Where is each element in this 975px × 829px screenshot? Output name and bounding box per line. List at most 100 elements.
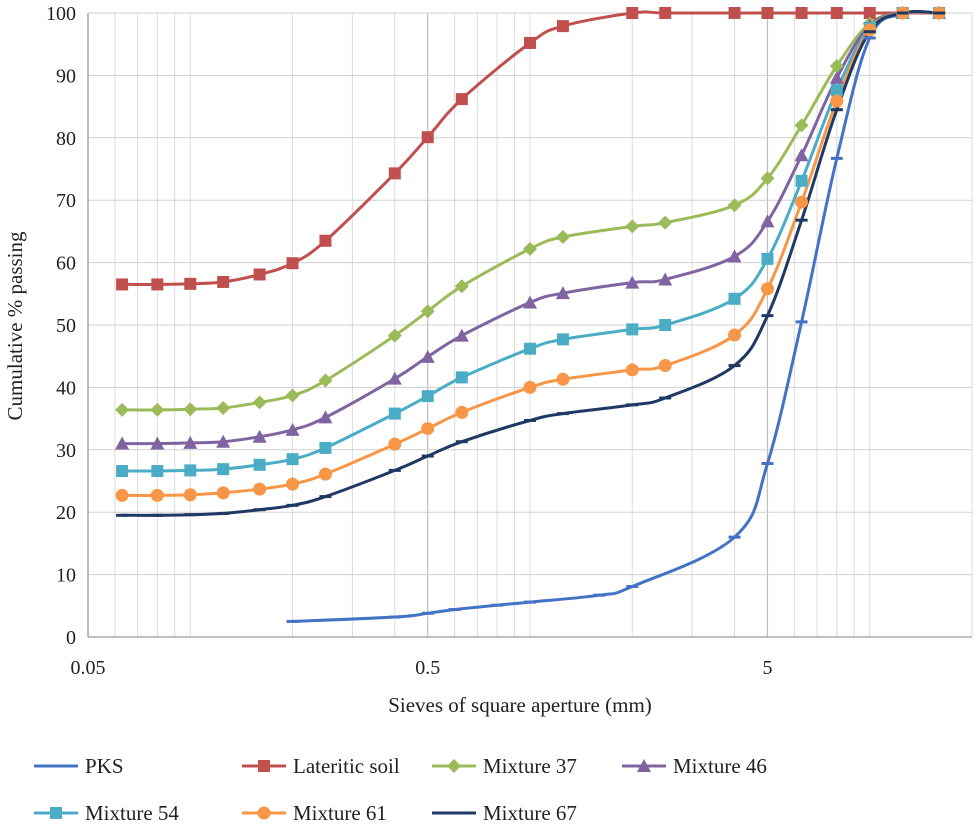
data-point-mixture-46: [658, 272, 673, 286]
data-point-mixture-61: [318, 467, 332, 481]
data-point-lateritic-soil: [319, 234, 332, 247]
data-point-mixture-54: [253, 458, 266, 471]
legend-item-mixture-54: Mixture 54: [34, 801, 179, 825]
data-point-mixture-61: [286, 477, 300, 491]
x-tick-label: 0.5: [415, 657, 440, 679]
data-point-mixture-54: [556, 333, 569, 346]
data-point-lateritic-soil: [286, 257, 299, 270]
data-point-mixture-46: [420, 349, 435, 363]
x-tick-label: 0.05: [71, 657, 106, 679]
data-point-mixture-54: [421, 390, 434, 403]
series-line-mixture-54: [120, 10, 941, 473]
y-tick-labels: 0 10 20 30 40 50 60 70 80 90 100: [46, 3, 76, 649]
x-axis-title: Sieves of square aperture (mm): [388, 693, 652, 717]
axes: [87, 13, 972, 638]
data-point-mixture-46: [454, 328, 469, 342]
data-point-mixture-54: [151, 465, 164, 478]
data-point-lateritic-soil: [151, 278, 164, 291]
data-point-mixture-46: [387, 371, 402, 385]
data-point-mixture-46: [115, 436, 130, 450]
legend-swatch-marker: [447, 759, 461, 773]
y-tick-label: 20: [56, 502, 76, 524]
legend-label: Lateritic soil: [293, 754, 400, 778]
data-point-mixture-54: [319, 441, 332, 454]
y-tick-label: 100: [46, 3, 76, 25]
legend-item-mixture-61: Mixture 61: [242, 801, 387, 825]
data-point-mixture-37: [658, 215, 673, 230]
data-point-mixture-46: [625, 275, 640, 289]
data-point-mixture-37: [115, 402, 130, 417]
data-point-lateritic-soil: [728, 7, 741, 19]
legend-label: Mixture 67: [483, 801, 577, 825]
series-lines: [120, 10, 941, 623]
grid-lines: [87, 12, 973, 638]
data-point-mixture-37: [523, 241, 537, 256]
data-point-mixture-37: [420, 304, 435, 319]
legend-label: Mixture 37: [483, 754, 577, 778]
data-point-mixture-37: [216, 400, 231, 415]
data-point-mixture-46: [555, 286, 570, 300]
legend-label: Mixture 46: [673, 754, 767, 778]
data-point-mixture-61: [830, 94, 844, 108]
data-point-mixture-54: [388, 407, 401, 420]
data-point-mixture-37: [727, 198, 742, 213]
data-point-mixture-54: [761, 252, 774, 265]
data-point-lateritic-soil: [761, 7, 774, 19]
x-tick-labels: 0.05 0.5 5: [71, 657, 773, 679]
x-tick-label: 5: [762, 657, 772, 679]
data-point-mixture-54: [524, 342, 536, 355]
data-point-lateritic-soil: [253, 268, 266, 281]
data-point-mixture-46: [523, 295, 537, 309]
data-point-mixture-46: [727, 249, 742, 263]
data-point-lateritic-soil: [830, 7, 843, 19]
data-point-mixture-37: [794, 118, 809, 133]
legend-label: Mixture 54: [85, 801, 179, 825]
data-point-mixture-61: [795, 195, 809, 209]
data-point-lateritic-soil: [659, 7, 672, 19]
legend-swatch-marker: [637, 759, 651, 772]
data-point-mixture-46: [216, 434, 231, 448]
legend-item-mixture-46: Mixture 46: [622, 754, 767, 778]
y-tick-label: 60: [56, 253, 76, 275]
data-point-mixture-37: [387, 328, 402, 343]
data-point-lateritic-soil: [184, 277, 197, 290]
data-point-mixture-37: [285, 388, 300, 403]
data-point-mixture-61: [556, 372, 570, 386]
data-point-mixture-37: [454, 279, 469, 294]
data-point-mixture-54: [116, 465, 129, 478]
data-point-mixture-37: [760, 171, 775, 186]
data-point-mixture-61: [115, 488, 129, 502]
data-point-mixture-37: [555, 230, 570, 245]
legend-swatch-marker: [50, 807, 62, 819]
data-point-mixture-61: [388, 437, 402, 451]
data-point-mixture-54: [830, 84, 843, 97]
data-point-mixture-37: [625, 219, 640, 234]
legend-swatch-marker: [257, 806, 271, 820]
data-point-mixture-54: [659, 319, 672, 331]
y-tick-label: 40: [56, 377, 76, 399]
data-point-mixture-54: [795, 174, 808, 187]
data-point-mixture-61: [455, 405, 469, 419]
data-point-lateritic-soil: [217, 275, 230, 288]
data-point-mixture-61: [728, 328, 742, 342]
data-point-lateritic-soil: [556, 20, 569, 33]
legend-item-lateritic-soil: Lateritic soil: [242, 754, 400, 778]
data-point-mixture-46: [794, 148, 809, 162]
data-point-lateritic-soil: [795, 7, 808, 19]
legend: PKS Lateritic soil Mixture 37 Mixture 46 Mix…: [34, 754, 767, 825]
y-tick-label: 90: [56, 65, 76, 87]
data-point-mixture-46: [285, 422, 300, 436]
data-point-mixture-54: [728, 292, 741, 305]
data-point-mixture-46: [252, 429, 267, 443]
y-axis-title: Cumulative % passing: [3, 231, 27, 420]
legend-item-pks: PKS: [34, 754, 124, 778]
data-point-lateritic-soil: [421, 131, 434, 144]
data-point-mixture-61: [863, 23, 877, 37]
series-line-pks: [291, 10, 941, 623]
data-point-lateritic-soil: [626, 7, 639, 19]
data-point-mixture-54: [626, 323, 639, 336]
data-point-lateritic-soil: [455, 93, 468, 106]
data-point-mixture-54: [455, 371, 468, 384]
data-point-mixture-61: [658, 359, 672, 373]
